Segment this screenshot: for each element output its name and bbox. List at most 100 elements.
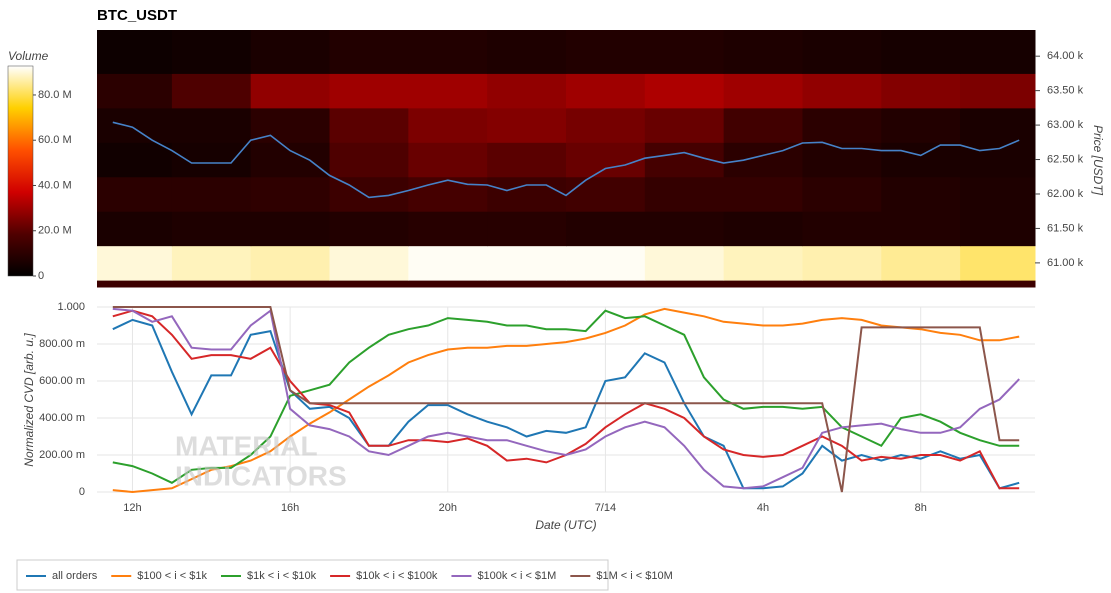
- heatmap-cell: [171, 211, 252, 247]
- legend-label: $100 < i < $1k: [137, 570, 207, 582]
- heatmap-cell: [408, 245, 488, 281]
- heatmap-cell: [329, 245, 409, 281]
- heatmap-cell: [487, 211, 567, 247]
- heatmap-cell: [171, 73, 252, 109]
- heatmap-cell: [566, 245, 646, 281]
- heatmap-cell: [802, 30, 882, 74]
- heatmap-cell: [487, 107, 567, 143]
- heatmap-cell: [408, 73, 488, 109]
- heatmap-cell: [723, 176, 803, 212]
- heatmap-cell: [329, 211, 409, 247]
- y2-tick-label: 62.00 k: [1047, 188, 1084, 200]
- heatmap-cell: [97, 73, 173, 109]
- heatmap-cell: [250, 211, 331, 247]
- heatmap-cell: [171, 30, 252, 74]
- heatmap-cell: [644, 245, 725, 281]
- watermark: INDICATORS: [175, 460, 347, 491]
- heatmap-cell: [566, 142, 646, 178]
- legend-label: all orders: [52, 570, 98, 582]
- heatmap-cell: [802, 280, 882, 288]
- legend-label: $1k < i < $10k: [247, 570, 317, 582]
- heatmap-cell: [881, 245, 961, 281]
- heatmap-cell: [960, 176, 1036, 212]
- heatmap-cell: [487, 245, 567, 281]
- heatmap-cell: [802, 73, 882, 109]
- heatmap-cell: [644, 211, 725, 247]
- heatmap-cell: [644, 30, 725, 74]
- y2-tick-label: 63.50 k: [1047, 85, 1084, 97]
- heatmap-cell: [644, 107, 725, 143]
- heatmap-cell: [802, 245, 882, 281]
- heatmap-cell: [723, 280, 803, 288]
- heatmap-cell: [97, 176, 173, 212]
- heatmap-cell: [250, 280, 331, 288]
- heatmap-cell: [250, 176, 331, 212]
- heatmap-cell: [723, 30, 803, 74]
- y-tick-label: 800.00 m: [39, 338, 85, 350]
- heatmap-cell: [960, 280, 1036, 288]
- colorbar-title: Volume: [8, 49, 49, 63]
- heatmap-cell: [566, 73, 646, 109]
- colorbar-tick-label: 80.0 M: [38, 89, 72, 101]
- x-tick-label: 20h: [439, 502, 457, 514]
- heatmap-cell: [566, 30, 646, 74]
- colorbar-tick-label: 20.0 M: [38, 225, 72, 237]
- heatmap-cell: [881, 30, 961, 74]
- watermark: MATERIAL: [175, 430, 318, 461]
- heatmap-cell: [408, 30, 488, 74]
- heatmap-cell: [329, 30, 409, 74]
- heatmap-cell: [960, 73, 1036, 109]
- heatmap-cell: [487, 280, 567, 288]
- series-line: [112, 306, 1020, 493]
- heatmap-cell: [960, 211, 1036, 247]
- heatmap-cell: [171, 245, 252, 281]
- heatmap-cell: [881, 142, 961, 178]
- heatmap-cell: [881, 176, 961, 212]
- y2-tick-label: 63.00 k: [1047, 119, 1084, 131]
- heatmap-cell: [802, 107, 882, 143]
- heatmap-cell: [566, 107, 646, 143]
- x-tick-label: 4h: [757, 502, 769, 514]
- y2-tick-label: 61.00 k: [1047, 257, 1084, 269]
- series-line: [112, 318, 1020, 490]
- heatmap-cell: [171, 142, 252, 178]
- heatmap-cell: [171, 280, 252, 288]
- y2-tick-label: 61.50 k: [1047, 222, 1084, 234]
- heatmap-cell: [97, 142, 173, 178]
- heatmap-cell: [329, 73, 409, 109]
- heatmap-cell: [487, 176, 567, 212]
- legend-label: $10k < i < $100k: [356, 570, 438, 582]
- y-tick-label: 400.00 m: [39, 412, 85, 424]
- heatmap-cell: [97, 107, 173, 143]
- x-axis-title: Date (UTC): [535, 518, 596, 532]
- series-line: [112, 307, 1020, 490]
- heatmap-cell: [802, 142, 882, 178]
- heatmap-cell: [723, 211, 803, 247]
- series-line: [112, 309, 1020, 484]
- x-tick-label: 8h: [915, 502, 927, 514]
- heatmap-cell: [644, 280, 725, 288]
- heatmap-cell: [171, 176, 252, 212]
- colorbar: [7, 65, 34, 277]
- heatmap-cell: [723, 107, 803, 143]
- heatmap-cell: [566, 176, 646, 212]
- y-tick-label: 200.00 m: [39, 449, 85, 461]
- heatmap-cell: [329, 280, 409, 288]
- heatmap-cell: [97, 280, 173, 288]
- heatmap-cell: [723, 73, 803, 109]
- heatmap-cell: [250, 73, 331, 109]
- heatmap-cell: [802, 211, 882, 247]
- heatmap-cell: [960, 245, 1036, 281]
- heatmap-cell: [566, 280, 646, 288]
- heatmap-cell: [250, 142, 331, 178]
- heatmap-cell: [408, 176, 488, 212]
- heatmap-cell: [644, 73, 725, 109]
- heatmap-cell: [171, 107, 252, 143]
- heatmap-cell: [881, 211, 961, 247]
- colorbar-tick-label: 0: [38, 270, 44, 282]
- chart-title: BTC_USDT: [97, 7, 177, 24]
- x-tick-label: 7/14: [595, 502, 616, 514]
- heatmap-cell: [97, 211, 173, 247]
